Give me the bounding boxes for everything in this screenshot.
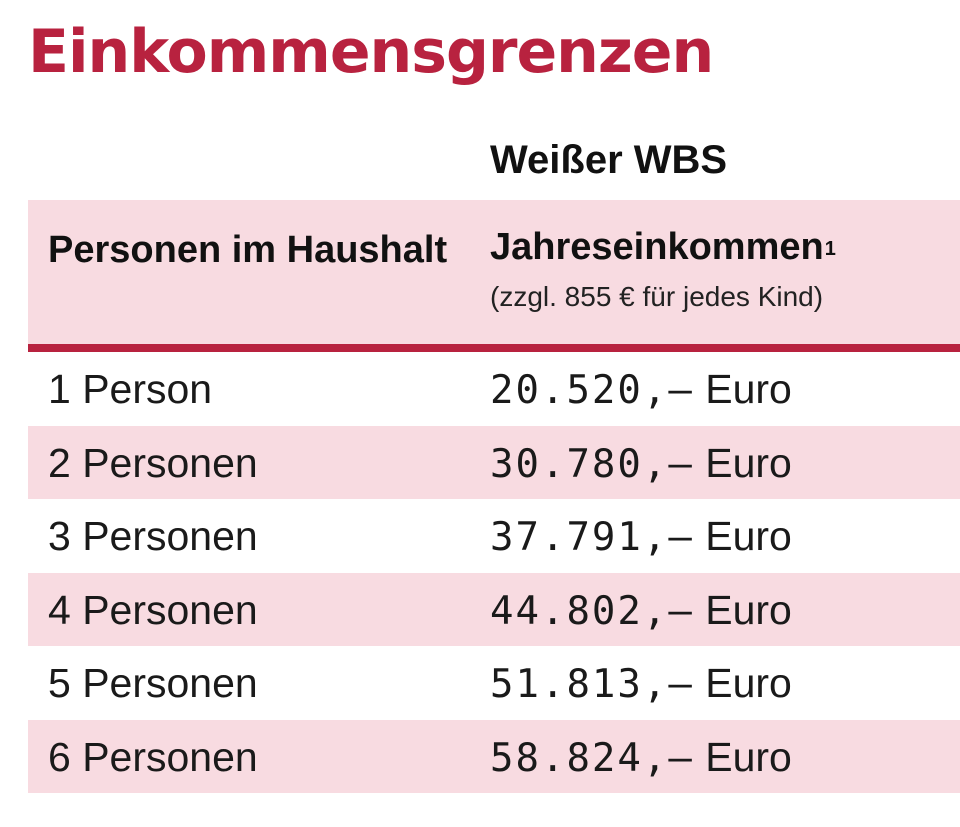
column-header-income: Jahreseinkommen1: [490, 224, 836, 270]
persons-cell: 5 Personen: [48, 660, 258, 706]
table-header-row: Personen im Haushalt Jahreseinkommen1 (z…: [28, 200, 960, 344]
persons-cell: 1 Person: [48, 366, 213, 412]
income-amount: 20.520,–: [490, 368, 694, 413]
income-amount: 44.802,–: [490, 588, 694, 634]
table-row: 2 Personen 30.780,– Euro: [28, 425, 960, 499]
persons-cell: 4 Personen: [48, 586, 258, 633]
income-unit: Euro: [705, 513, 792, 559]
table-subheader: Weißer WBS: [490, 138, 728, 182]
page-title: Einkommensgrenzen: [28, 17, 714, 87]
table-row: 1 Person 20.520,– Euro: [28, 352, 960, 426]
column-header-persons: Personen im Haushalt: [48, 229, 448, 271]
income-cell: 44.802,– Euro: [490, 587, 792, 635]
persons-cell: 6 Personen: [48, 733, 258, 780]
table-row: 5 Personen 51.813,– Euro: [28, 646, 960, 720]
income-unit: Euro: [705, 366, 792, 412]
income-cell: 51.813,– Euro: [490, 660, 792, 708]
income-unit: Euro: [705, 439, 792, 486]
income-unit: Euro: [705, 586, 792, 633]
column-header-note: (zzgl. 855 € für jedes Kind): [490, 281, 824, 312]
table-row: 3 Personen 37.791,– Euro: [28, 499, 960, 573]
header-divider: [28, 344, 960, 352]
table-row: 6 Personen 58.824,– Euro: [28, 719, 960, 793]
income-cell: 20.520,– Euro: [490, 366, 792, 414]
income-cell: 37.791,– Euro: [490, 513, 792, 561]
income-amount: 37.791,–: [490, 515, 694, 560]
income-cell: 58.824,– Euro: [490, 734, 792, 782]
income-limits-table: Personen im Haushalt Jahreseinkommen1 (z…: [28, 200, 960, 793]
income-amount: 30.780,–: [490, 441, 694, 487]
footnote-marker: 1: [824, 238, 836, 260]
income-unit: Euro: [705, 660, 792, 706]
income-unit: Euro: [705, 733, 792, 780]
persons-cell: 3 Personen: [48, 513, 258, 559]
income-amount: 58.824,–: [490, 735, 694, 781]
income-cell: 30.780,– Euro: [490, 440, 792, 488]
table-row: 4 Personen 44.802,– Euro: [28, 572, 960, 646]
column-header-income-label: Jahreseinkommen: [490, 226, 824, 268]
income-amount: 51.813,–: [490, 662, 694, 707]
persons-cell: 2 Personen: [48, 439, 258, 486]
